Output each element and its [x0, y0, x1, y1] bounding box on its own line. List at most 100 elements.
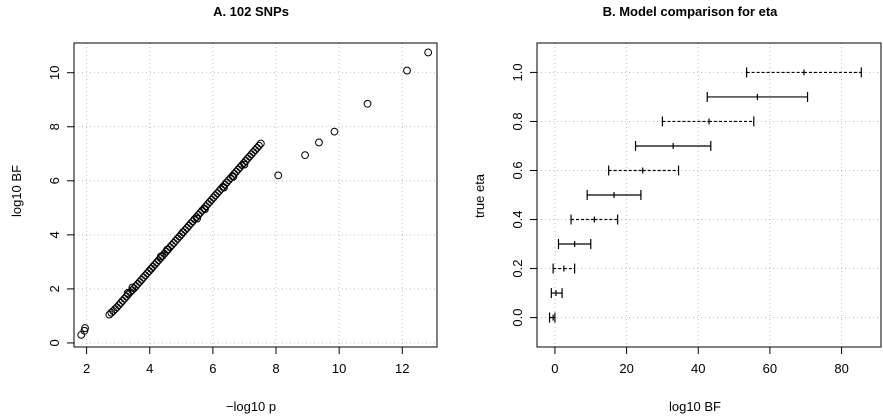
panel-a-data-point [205, 197, 214, 206]
panel-b-x-tick-label: 80 [834, 361, 848, 376]
panel-a-x-tick-label: 2 [83, 361, 90, 376]
panel-a-grid [74, 43, 437, 347]
panel-a-data-point [135, 277, 144, 286]
panel-b-y-tick-label: 0.0 [510, 309, 525, 327]
panel-b-interval [557, 239, 592, 250]
panel-a-y-tick-label: 6 [47, 177, 62, 184]
panel-b-y-tick-label: 0.8 [510, 112, 525, 130]
panel-a-data-point [201, 205, 209, 214]
panel-a-data-point [203, 200, 212, 208]
panel-a-x-tick-label: 6 [209, 361, 216, 376]
panel-a-data-point [194, 210, 203, 219]
panel-a-data-point [143, 269, 152, 278]
panel-a-data-point [171, 236, 180, 245]
panel-a-data-point [222, 178, 231, 187]
panel-a-data-point [301, 151, 309, 160]
panel-a-x-tick-label: 12 [395, 361, 409, 376]
panel-b-y-tick-label: 0.4 [510, 210, 525, 228]
panel-b-x-tick-label: 20 [619, 361, 633, 376]
panel-a-data-point [232, 167, 241, 176]
panel-a-data-point [113, 303, 121, 312]
panel-b-interval [570, 214, 619, 225]
panel-b-x-tick-label: 0 [551, 361, 558, 376]
panel-a-data-point [215, 187, 224, 195]
panel-a-points [77, 48, 433, 339]
panel-a-data-point [147, 264, 156, 273]
panel-a-data-point [169, 239, 178, 247]
panel-a-data-point [245, 152, 254, 161]
panel-b-interval [586, 190, 642, 200]
panel-a-y-tick-label: 2 [47, 285, 62, 292]
panel-b-bars [548, 67, 862, 323]
panel-a-data-point [253, 143, 261, 152]
panel-a-data-point [330, 127, 339, 136]
panel-a-data-point [116, 299, 125, 307]
panel-a-data-point [234, 165, 243, 174]
panel-a-x-axis-label: −log10 p [226, 399, 276, 414]
panel-a-data-point [241, 156, 250, 165]
panel-b-y-axis-label: true eta [472, 173, 487, 218]
panel-a-data-point [114, 301, 123, 310]
panel-b-y-tick-label: 1.0 [510, 63, 525, 81]
panel-a-data-point [184, 221, 193, 230]
panel-a-data-point [209, 193, 218, 202]
panel-a-data-point [152, 258, 161, 267]
panel-b-y-tick-label: 0.6 [510, 161, 525, 179]
panel-a-data-point [274, 171, 283, 180]
panel-a-data-point [193, 214, 202, 223]
panel-a-data-point [173, 234, 182, 243]
panel-a-y-tick-label: 10 [47, 65, 62, 79]
panel-b-interval [661, 116, 755, 127]
panel-a-data-point [229, 172, 238, 181]
panel-a-plot-frame [73, 42, 438, 348]
panel-a-data-point [240, 160, 249, 169]
panel-a-data-point [139, 273, 148, 282]
panel-a-y-axis-label: log10 BF [9, 165, 24, 217]
panel-b-interval [552, 263, 576, 274]
panel-a-data-point [149, 262, 157, 271]
panel-a-data-point [128, 283, 137, 292]
panel-a-data-point [251, 146, 260, 154]
panel-a-data-point [118, 296, 127, 305]
panel-b-plot-frame [536, 42, 882, 348]
panel-a-data-point [403, 66, 411, 75]
panel-a-data-point [220, 183, 228, 192]
panel-a-title: A. 102 SNPs [213, 4, 289, 19]
panel-a-y-tick-label: 0 [47, 339, 62, 346]
panel-b-title: B. Model comparison for eta [603, 4, 779, 19]
panel-a-data-point [141, 271, 150, 280]
panel-a-data-point [175, 232, 184, 241]
panel-a-data-point [183, 223, 191, 232]
panel-a-data-point [207, 195, 216, 204]
panel-a-data-point [247, 150, 256, 159]
panel-a-data-point [156, 252, 165, 261]
panel-b-x-tick-label: 40 [691, 361, 705, 376]
panel-a-data-point [363, 99, 372, 108]
panel-a-ticks: 2 4 6 8 10 12 0 2 4 6 8 10 [47, 65, 410, 376]
panel-b-ticks: 0 20 40 60 80 0.0 0.2 0.4 0.6 0.8 1.0 [510, 63, 849, 376]
panel-a-data-point [81, 324, 89, 332]
panel-a-data-point [137, 275, 146, 284]
panel-a-y-tick-label: 4 [47, 231, 62, 238]
panel-a-data-point [256, 139, 265, 148]
panel-b-interval [548, 312, 556, 323]
panel-a-data-point [255, 141, 263, 150]
panel-a-data-point [424, 48, 433, 57]
panel-a-data-point [163, 245, 172, 254]
panel-b-y-tick-label: 0.2 [510, 260, 525, 278]
panel-a-data-point [224, 176, 233, 185]
panel-a-data-point [123, 289, 132, 297]
panel-a-x-tick-label: 8 [272, 361, 279, 376]
panel-a-data-point [213, 189, 222, 198]
panel-a-x-tick-label: 10 [332, 361, 346, 376]
panel-b-interval [634, 140, 712, 151]
panel-b-interval [746, 67, 862, 78]
panel-a-data-point [249, 148, 258, 157]
panel-a-data-point [177, 230, 186, 239]
panel-a-scatter: A. 102 SNPs −log10 p log10 BF 2 4 6 8 10 12 0 2… [9, 4, 438, 414]
panel-a-x-tick-label: 4 [146, 361, 153, 376]
panel-a-data-point [186, 219, 195, 228]
panel-a-data-point [179, 228, 187, 237]
panel-b-errorbars: B. Model comparison for eta log10 BF tru… [472, 4, 882, 414]
